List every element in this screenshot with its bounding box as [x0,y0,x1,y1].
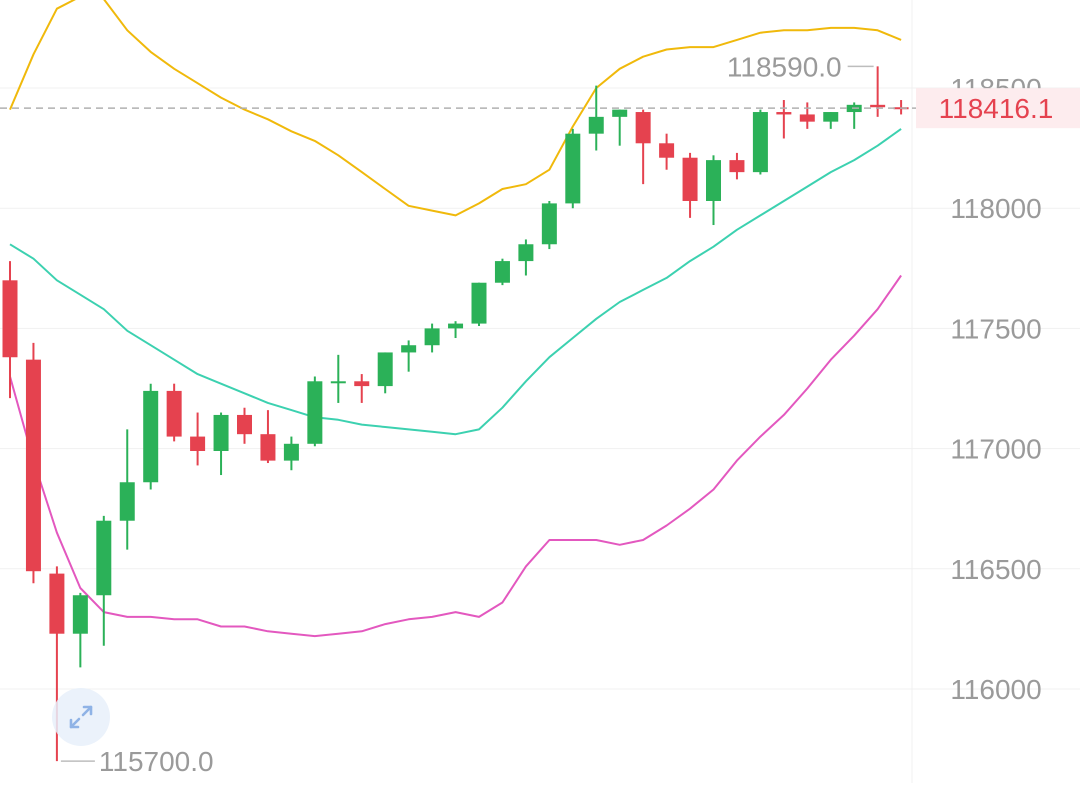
candle-body [49,573,65,634]
candle-body [401,345,417,353]
high-price-label: 118590.0 [727,51,842,82]
candle-body [330,381,346,384]
candle-body [799,114,815,122]
candle-body [283,443,299,461]
y-tick-label: 118000 [950,193,1041,224]
candle-body [166,390,182,437]
expand-icon [69,705,93,729]
y-tick-label: 117000 [950,434,1041,465]
candle-body [518,244,534,262]
candle-body [823,112,839,122]
candle-body [260,434,276,461]
candle-body [424,328,440,346]
candle-body [565,133,581,204]
candle-body [448,323,464,329]
middle-band-line [9,128,902,436]
candle-body [25,359,41,572]
candle-body [635,112,651,144]
candle-body [776,112,792,115]
candle-body [706,160,721,201]
candle-body [588,116,604,134]
candle-body [237,414,252,435]
candle-body [870,104,886,108]
expand-button[interactable] [52,688,110,746]
candle-body [72,595,88,634]
candle-body [190,436,206,452]
y-tick-label: 117500 [950,313,1041,344]
candle-body [471,282,487,324]
candle-body [307,381,323,444]
upper-band-line [9,0,902,217]
candle-body [2,280,18,358]
candle-body [612,109,628,117]
candle-body [377,352,393,387]
y-tick-label: 116000 [950,674,1041,705]
low-price-label: 115700.0 [99,746,214,777]
candle-body [729,160,745,173]
lower-band-line [9,274,902,638]
candle-body [354,381,370,387]
candle-body [96,520,112,596]
candle-body [213,414,229,452]
candle-body [752,112,768,173]
candle-body [541,203,557,245]
candle-body [494,261,510,283]
candle-body [143,390,159,483]
candle-body [119,482,135,521]
candle-body [682,157,698,201]
candle-body [659,143,675,158]
current-price-label: 118416.1 [939,93,1054,124]
current-price-label-bg [916,88,1080,129]
y-tick-label: 116500 [950,554,1041,585]
